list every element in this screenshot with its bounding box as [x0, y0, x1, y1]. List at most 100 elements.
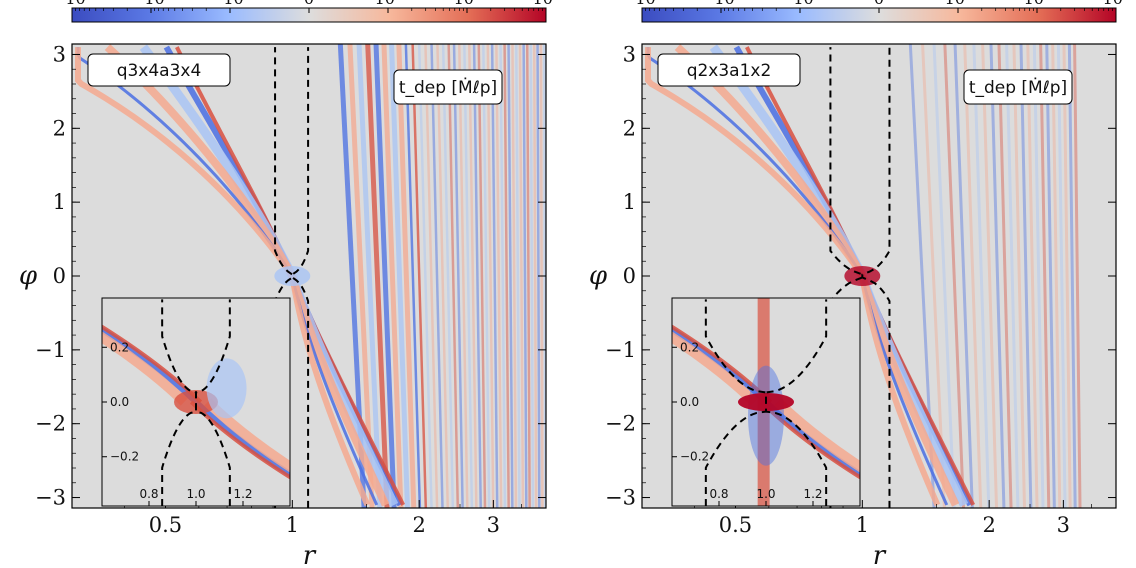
quantity-label-frame [963, 69, 1073, 105]
quantity-label: t_dep [Ṁℓp] [969, 77, 1067, 98]
heatmap-streak [1045, 44, 1056, 508]
heatmap-streak [1005, 44, 1020, 508]
heatmap-streak [452, 44, 464, 508]
heatmap-streak [495, 44, 503, 508]
inset-y-tick-label: −0.2 [680, 450, 709, 464]
heatmap-streak [503, 44, 510, 508]
colorbar-tick-label: 10² [945, 0, 972, 8]
heatmap-streak [486, 44, 495, 508]
x-tick-label: 3 [1057, 513, 1070, 537]
y-tick-label: 0 [53, 264, 66, 288]
heatmap-streak [441, 44, 455, 508]
heatmap-streak [1012, 44, 1026, 508]
heatmap-streak [472, 44, 482, 508]
x-tick-label: 0.5 [149, 513, 182, 537]
heatmap-streak [490, 44, 499, 508]
heatmap-streak [1056, 44, 1067, 508]
model-label-box: q2x3a1x2 [657, 53, 801, 87]
heatmap-streak [989, 44, 1006, 508]
quantity-label-box: t_dep [Ṁℓp] [963, 69, 1073, 105]
y-tick-label: −2 [35, 412, 66, 436]
inset-wake-lower [193, 399, 290, 478]
x-tick-label: 2 [982, 513, 995, 537]
panel-left: −10⁴ −10³ −10² 0 10² 10³ 10⁴ −3 −2 −1 0 1 2 3 0.5 1 2 3 r φ… [19, 0, 560, 568]
heatmap-streak [525, 44, 531, 508]
heatmap-streak [389, 44, 410, 508]
inset: 0.8 1.0 1.2 0.2 0.0 −0.2 [101, 297, 291, 507]
colorbar-tick-label: −10² [210, 0, 250, 8]
inset-lobe [748, 365, 784, 466]
y-tick-label: 3 [623, 42, 636, 66]
heatmap-streak [436, 44, 449, 508]
colorbar-tick-label: 10² [375, 0, 402, 8]
heatmap-streak [932, 44, 956, 508]
colorbar-tick-label: 10⁴ [1103, 0, 1130, 8]
heatmap-streak [356, 44, 383, 508]
inset-wake-upper [102, 324, 203, 404]
heatmap-streak [417, 44, 433, 508]
quantity-label-box: t_dep [Ṁℓp] [393, 69, 503, 105]
inset-wake-upper [672, 324, 773, 404]
inset-y-tick-label: −0.2 [110, 450, 139, 464]
quantity-label-frame [393, 69, 503, 105]
colorbar-tick-label: −10³ [131, 0, 171, 8]
colorbar-tick-label: −10⁴ [52, 0, 92, 8]
inset-wake-lower [204, 398, 290, 473]
inset-y-tick-label: 0.2 [110, 340, 129, 354]
heatmap-streak [518, 44, 525, 508]
inset-y-tick-label: 0.0 [110, 395, 129, 409]
heatmap-spiral-lower [289, 275, 371, 507]
y-tick-label: 1 [623, 190, 636, 214]
y-tick-label: −1 [605, 338, 636, 362]
model-label-box: q3x4a3x4 [87, 53, 231, 87]
y-tick-label: 2 [623, 116, 636, 140]
heatmap-streak [953, 44, 974, 508]
inset-separatrix-outer [765, 299, 828, 506]
panel-right: −10⁴ −10³ −10² 0 10² 10³ 10⁴ −3 −2 −1 0 1 2 3 0.5 1 2 3 r φ… [589, 0, 1130, 568]
inset-wake-upper [672, 331, 758, 406]
colorbar-tick-label: 10³ [1024, 0, 1051, 8]
heatmap-streak [458, 44, 469, 508]
inset-wake-lower [759, 400, 860, 480]
colorbar-tick-label: −10³ [701, 0, 741, 8]
heatmap-streak [507, 44, 514, 508]
inset-core [174, 390, 218, 414]
heatmap-streak [447, 44, 460, 508]
heatmap-streak [1019, 44, 1033, 508]
inset-wake-upper [102, 326, 199, 405]
heatmap-spiral-lower [288, 274, 390, 507]
model-label: q2x3a1x2 [687, 61, 772, 81]
heatmap-streak [1026, 44, 1039, 508]
separatrix-outer [291, 47, 310, 508]
heatmap-streak [963, 44, 983, 508]
inset-wake-lower [189, 400, 290, 480]
heatmap-streak [477, 44, 487, 508]
heatmap-streak [522, 44, 528, 508]
heatmap-spiral-lower [858, 274, 960, 507]
inset-lobe [206, 358, 247, 419]
y-tick-label: 2 [53, 116, 66, 140]
heatmap-streak [921, 44, 946, 508]
x-tick-label: 2 [412, 513, 425, 537]
heatmap-streak [1032, 44, 1045, 508]
heatmap-streak [381, 44, 404, 508]
inset-x-tick-label: 1.0 [756, 487, 775, 501]
inset-separatrix-inner [161, 299, 197, 506]
y-tick-label: −3 [605, 486, 636, 510]
inset-x-tick-label: 0.8 [139, 487, 158, 501]
inset-x-tick-label: 0.8 [709, 487, 728, 501]
heatmap-streak [396, 44, 417, 508]
inset-separatrix-outer [195, 299, 231, 506]
heatmap-streak [972, 44, 991, 508]
y-tick-label: −1 [35, 338, 66, 362]
heatmap-spiral-upper [75, 47, 295, 278]
inset-y-tick-label: 0.2 [680, 340, 699, 354]
heatmap-streak [943, 44, 965, 508]
inset: 0.8 1.0 1.2 0.2 0.0 −0.2 [671, 297, 861, 507]
heatmap-streak [1062, 44, 1072, 508]
heatmap-streak [499, 44, 507, 508]
heatmap-streak [547, 44, 548, 508]
x-axis-title: r [873, 541, 887, 568]
inset-y-tick-label: 0.0 [680, 395, 699, 409]
